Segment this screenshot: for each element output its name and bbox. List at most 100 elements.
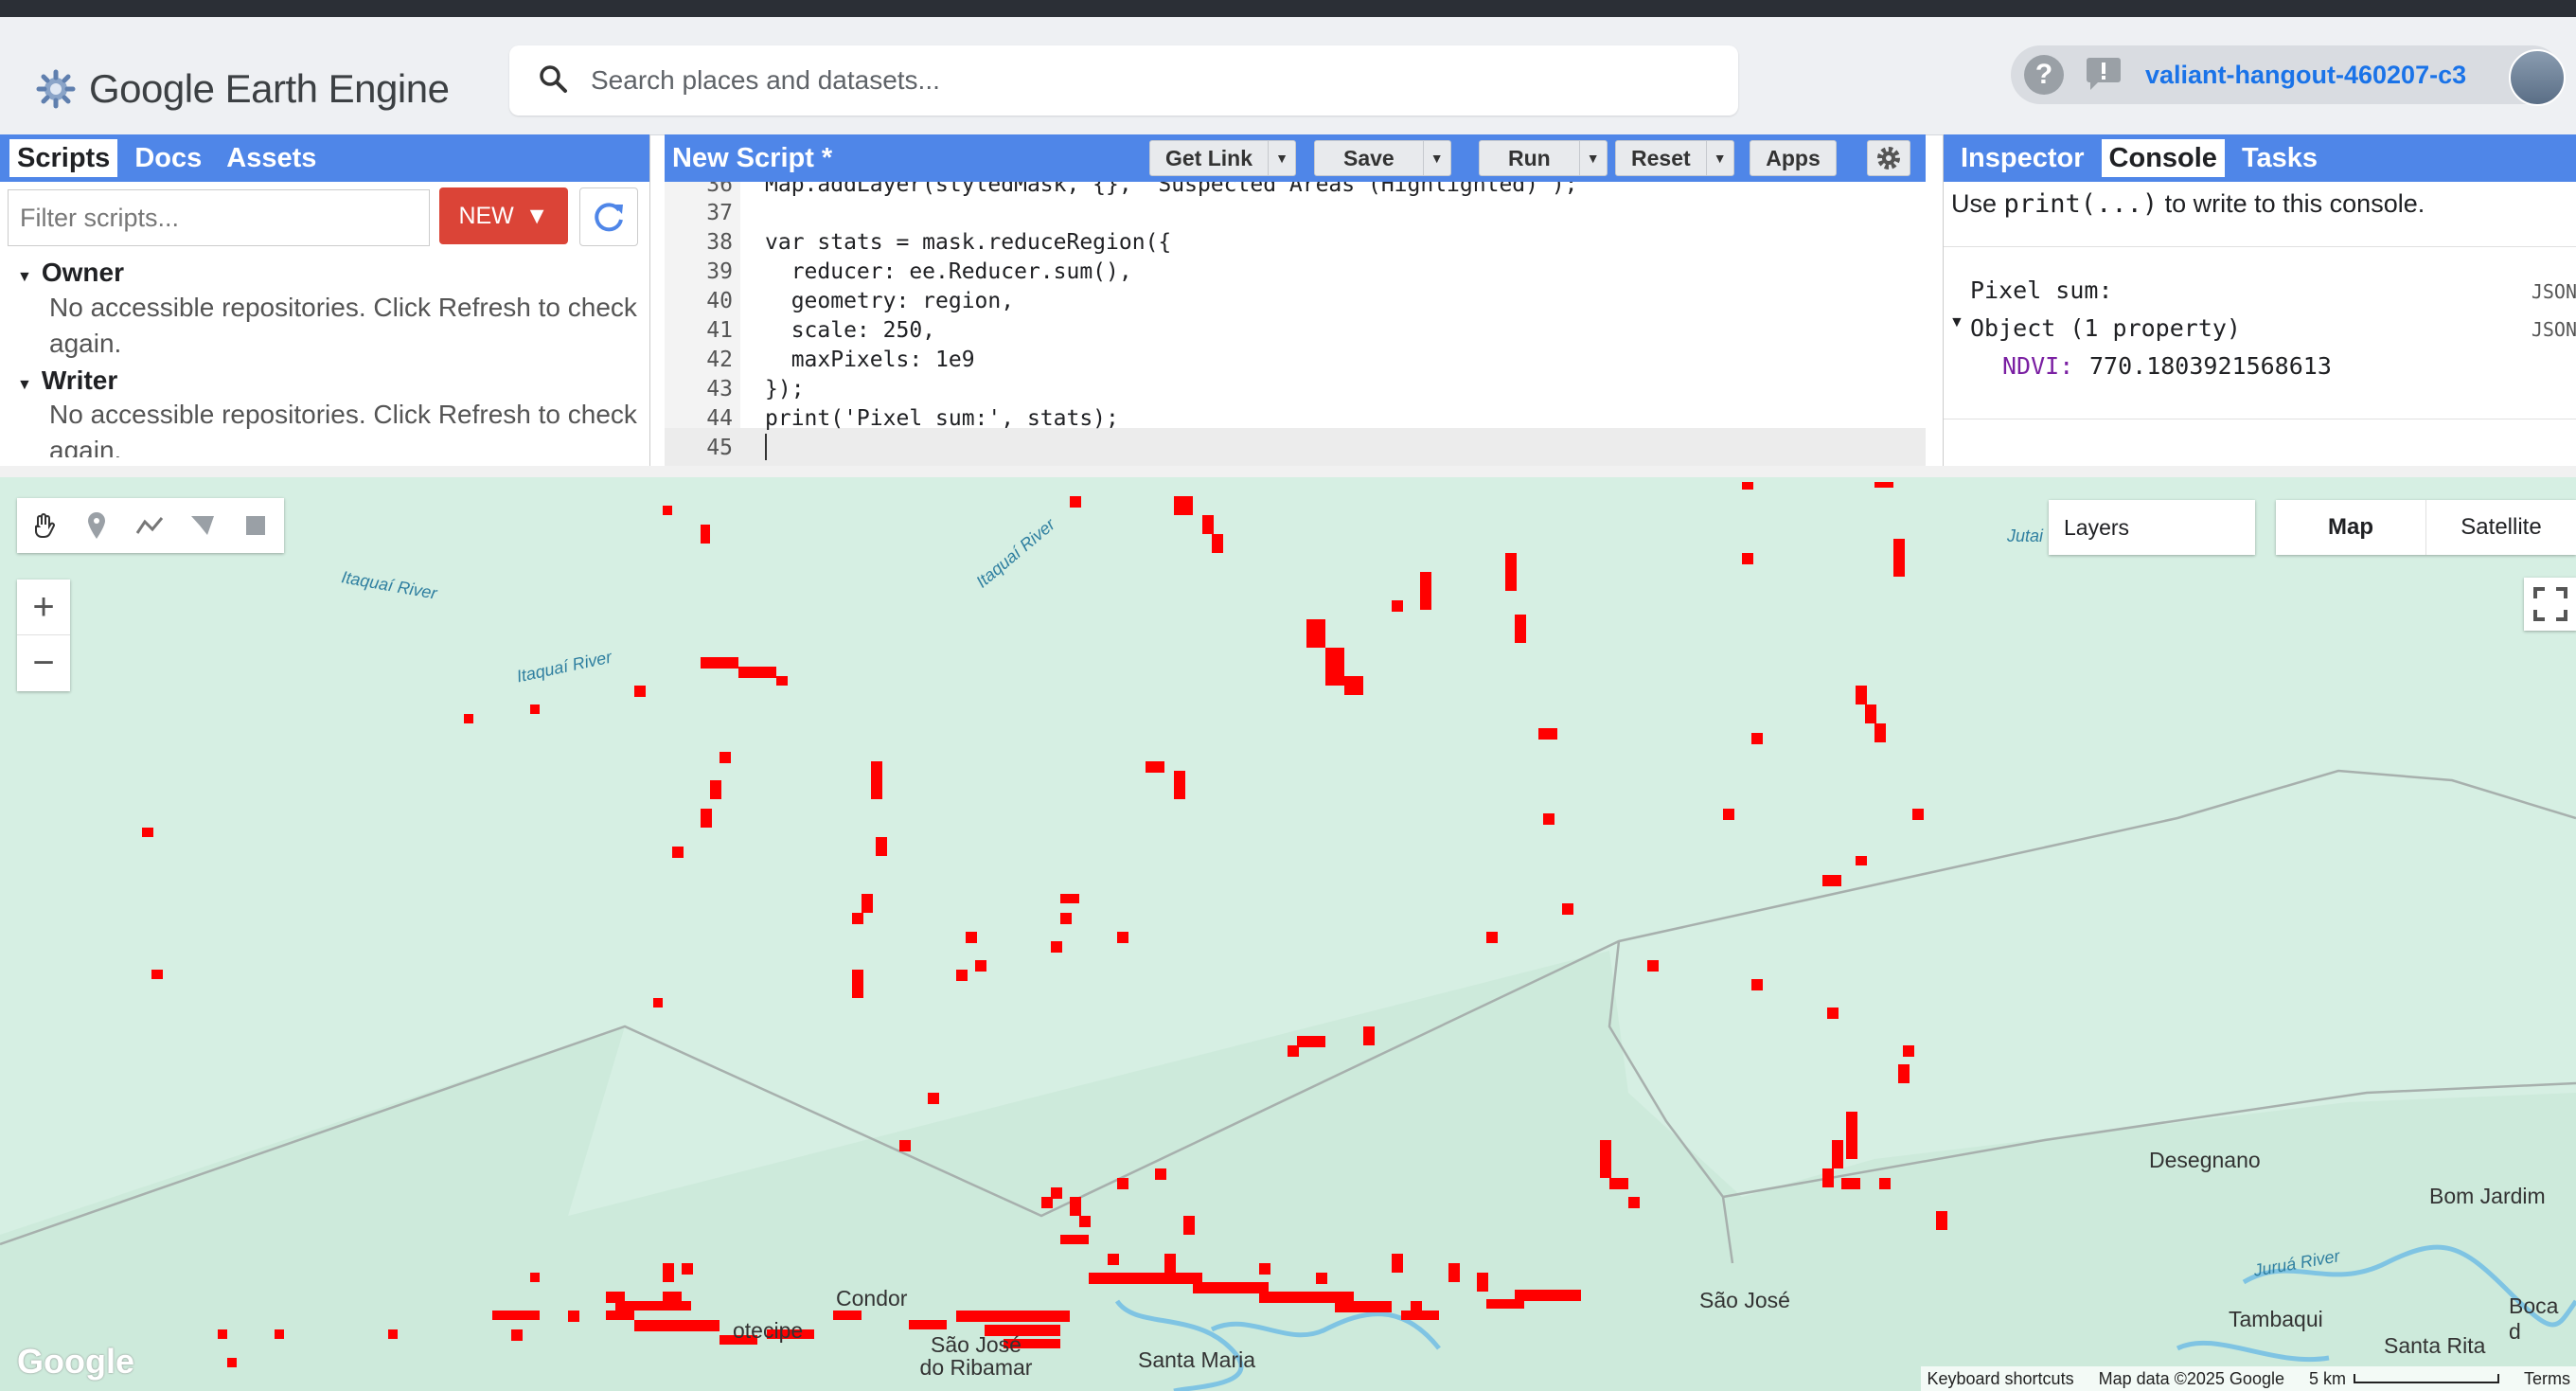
ndvi-highlight-pixels bbox=[142, 482, 1947, 1367]
app-header: Google Earth Engine Search places and da… bbox=[0, 17, 2576, 135]
apps-button[interactable]: Apps bbox=[1750, 140, 1837, 176]
console-panel: Inspector Console Tasks Use print(...) t… bbox=[1943, 134, 2576, 466]
caret-down-icon[interactable]: ▼ bbox=[1705, 141, 1733, 175]
tree-owner-label: Owner bbox=[41, 258, 124, 287]
feedback-icon[interactable] bbox=[2085, 54, 2123, 97]
output-label: Pixel sum: bbox=[1970, 276, 2113, 304]
zoom-out-button[interactable]: − bbox=[17, 634, 70, 690]
json-link[interactable]: JSON bbox=[2531, 318, 2576, 341]
map-type-map[interactable]: Map bbox=[2328, 514, 2373, 540]
layers-button[interactable]: Layers bbox=[2049, 500, 2255, 555]
code-editor-panel: New Script * Get Link ▼ Save ▼ Run ▼ Reset ▼… bbox=[665, 134, 1926, 466]
console-hint-suffix: to write to this console. bbox=[2158, 189, 2425, 218]
code-area[interactable]: 36 Map.addLayer(styledMask, {}, 'Suspect… bbox=[665, 182, 1926, 466]
place-label: Bom Jardim bbox=[2429, 1184, 2546, 1208]
tab-assets[interactable]: Assets bbox=[226, 142, 317, 173]
map-data-attribution: Map data ©2025 Google bbox=[2098, 1368, 2284, 1388]
search-icon bbox=[538, 63, 568, 98]
settings-button[interactable] bbox=[1867, 140, 1910, 176]
rectangle-tool-icon[interactable] bbox=[229, 498, 282, 553]
app-title: Google Earth Engine bbox=[89, 66, 450, 111]
project-selector[interactable]: valiant-hangout-460207-c3 bbox=[2145, 60, 2467, 89]
caret-down-icon[interactable]: ▼ bbox=[1578, 141, 1607, 175]
code-line: reducer: ee.Reducer.sum(), bbox=[765, 259, 1132, 284]
place-label: otecipe bbox=[733, 1318, 804, 1343]
map-resize-handle[interactable] bbox=[0, 466, 2576, 477]
place-label: Boca d bbox=[2509, 1293, 2559, 1344]
line-tool-icon[interactable] bbox=[123, 498, 176, 553]
get-link-button[interactable]: Get Link ▼ bbox=[1149, 140, 1297, 176]
line-number: 45 bbox=[706, 436, 733, 460]
google-watermark-text: Google bbox=[17, 1342, 134, 1381]
search-bar[interactable]: Search places and datasets... bbox=[509, 45, 1738, 116]
place-label: São José do Ribamar bbox=[919, 1332, 1033, 1380]
tree-writer[interactable]: ▼ Writer bbox=[17, 366, 117, 396]
os-top-strip bbox=[0, 0, 2576, 17]
place-label: Jutai bbox=[2007, 526, 2044, 545]
gee-logo[interactable]: Google Earth Engine bbox=[36, 66, 450, 112]
current-line-highlight bbox=[665, 428, 1926, 466]
place-label: Condor bbox=[836, 1286, 908, 1311]
search-input[interactable]: Search places and datasets... bbox=[591, 65, 940, 95]
divider bbox=[1944, 246, 2576, 247]
run-label: Run bbox=[1508, 145, 1551, 170]
run-button[interactable]: Run ▼ bbox=[1479, 140, 1608, 176]
code-line: }); bbox=[765, 377, 805, 401]
get-link-label: Get Link bbox=[1165, 145, 1253, 170]
tree-writer-message: No accessible repositories. Click Refres… bbox=[49, 400, 637, 457]
code-line: print('Pixel sum:', stats); bbox=[765, 406, 1119, 431]
reset-label: Reset bbox=[1631, 145, 1691, 170]
json-link[interactable]: JSON bbox=[2531, 280, 2576, 303]
filter-scripts-input[interactable]: Filter scripts... bbox=[8, 189, 430, 246]
help-icon[interactable]: ? bbox=[2024, 55, 2064, 95]
new-button-label: NEW bbox=[458, 202, 514, 229]
fullscreen-button[interactable] bbox=[2524, 578, 2576, 631]
scale-label: 5 km bbox=[2308, 1368, 2346, 1388]
caret-down-icon[interactable]: ▼ bbox=[1268, 141, 1295, 175]
tab-tasks[interactable]: Tasks bbox=[2241, 142, 2318, 173]
expand-icon: ▼ bbox=[17, 269, 32, 285]
script-title[interactable]: New Script * bbox=[672, 142, 833, 173]
code-line: var stats = mask.reduceRegion({ bbox=[765, 230, 1172, 255]
zoom-in-button[interactable]: + bbox=[32, 585, 55, 628]
google-watermark: Google bbox=[17, 1342, 134, 1382]
line-number: 38 bbox=[706, 230, 733, 255]
line-number: 44 bbox=[706, 406, 733, 431]
console-hint-code: print(...) bbox=[2003, 189, 2159, 219]
code-line: maxPixels: 1e9 bbox=[765, 348, 975, 372]
caret-down-icon: ▼ bbox=[524, 202, 549, 229]
drawing-tools bbox=[17, 498, 284, 553]
scale-bar[interactable]: 5 km bbox=[2309, 1369, 2499, 1389]
map-view[interactable]: + − Layers Map Satellite Itaquaí River I… bbox=[0, 477, 2576, 1391]
map-type-control: Map Satellite bbox=[2276, 500, 2576, 555]
account-bar: ? valiant-hangout-460207-c3 bbox=[2011, 45, 2566, 106]
output-object[interactable]: Object (1 property) bbox=[1970, 314, 2241, 342]
tree-owner-message: No accessible repositories. Click Refres… bbox=[49, 293, 637, 358]
tree-owner[interactable]: ▼ Owner bbox=[17, 258, 124, 288]
refresh-button[interactable] bbox=[579, 187, 638, 246]
caret-down-icon[interactable]: ▼ bbox=[1422, 141, 1450, 175]
hand-icon[interactable] bbox=[17, 498, 70, 553]
tab-docs[interactable]: Docs bbox=[134, 142, 203, 173]
collapse-icon[interactable]: ▼ bbox=[1949, 314, 1964, 330]
tab-console[interactable]: Console bbox=[2101, 139, 2225, 177]
tab-scripts[interactable]: Scripts bbox=[9, 139, 118, 177]
terms-link[interactable]: Terms bbox=[2524, 1368, 2570, 1388]
map-footer: Keyboard shortcuts Map data ©2025 Google… bbox=[1921, 1366, 2576, 1391]
console-hint: Use print(...) to write to this console. bbox=[1951, 189, 2425, 219]
map-type-satellite[interactable]: Satellite bbox=[2425, 500, 2576, 555]
left-tab-bar: Scripts Docs Assets bbox=[0, 134, 649, 182]
polygon-tool-icon[interactable] bbox=[176, 498, 229, 553]
keyboard-shortcuts-link[interactable]: Keyboard shortcuts bbox=[1927, 1368, 2074, 1388]
save-button[interactable]: Save ▼ bbox=[1314, 140, 1451, 176]
fullscreen-icon bbox=[2533, 587, 2567, 621]
place-label: São José bbox=[1699, 1288, 1790, 1312]
avatar[interactable] bbox=[2509, 49, 2566, 106]
line-number: 39 bbox=[706, 259, 733, 284]
place-label: Desegnano bbox=[2149, 1148, 2261, 1172]
tab-inspector[interactable]: Inspector bbox=[1961, 142, 2085, 173]
point-marker-icon[interactable] bbox=[70, 498, 123, 553]
line-number: 42 bbox=[706, 348, 733, 372]
new-button[interactable]: NEW ▼ bbox=[439, 187, 568, 244]
reset-button[interactable]: Reset ▼ bbox=[1615, 140, 1734, 176]
